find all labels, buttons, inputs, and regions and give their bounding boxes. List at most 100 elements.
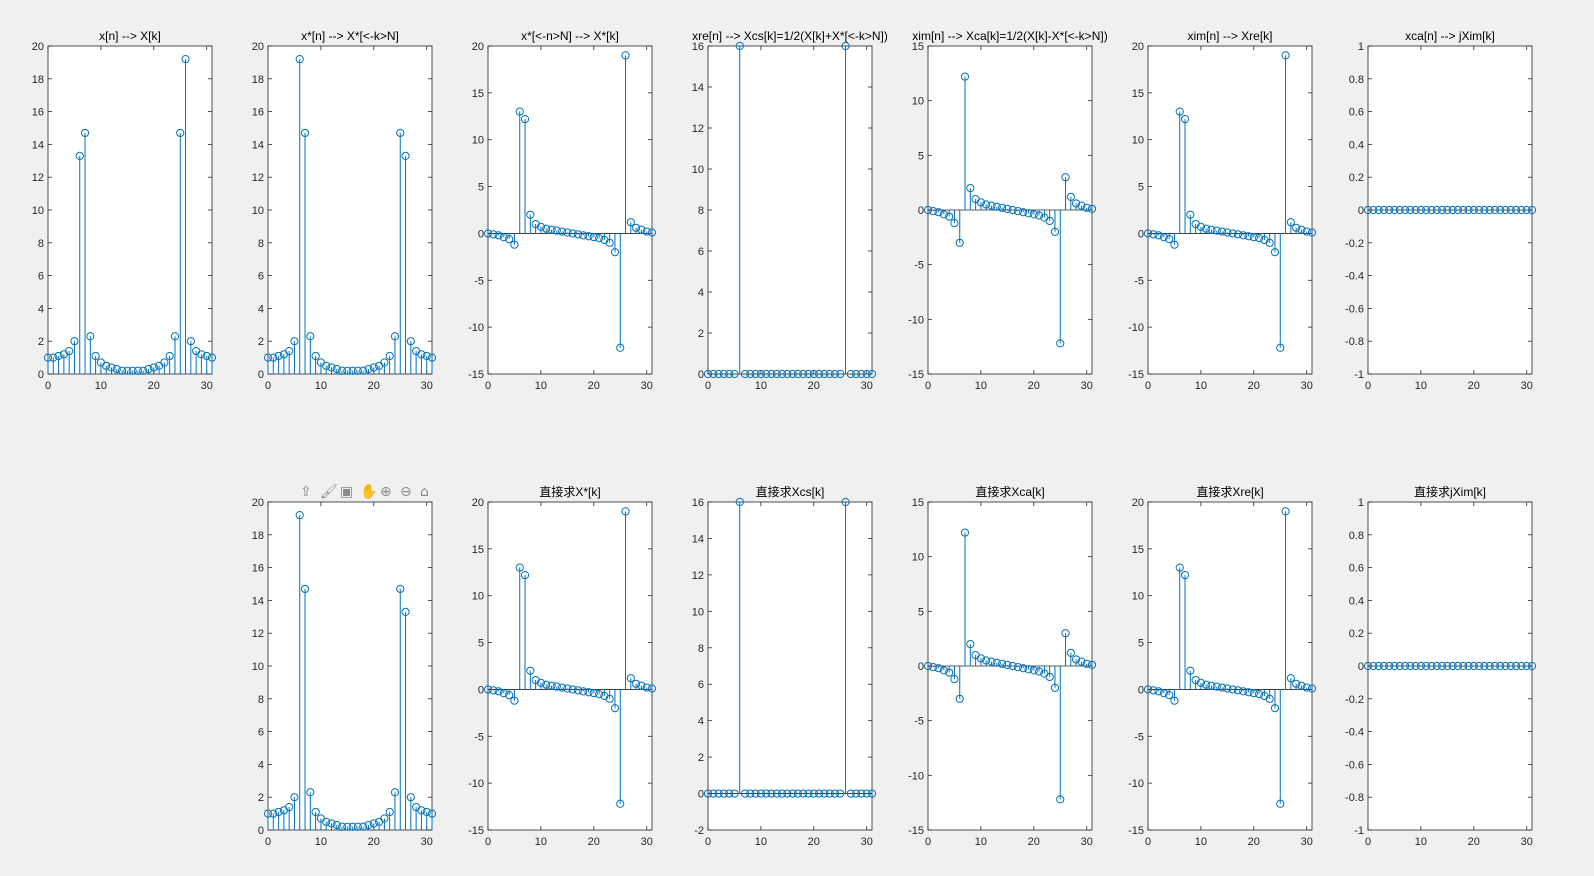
stem-marker bbox=[295, 55, 304, 64]
y-tick-label: 8 bbox=[258, 238, 264, 250]
stem-marker bbox=[396, 584, 405, 594]
x-tick-label: 20 bbox=[148, 380, 160, 392]
stem-marker bbox=[197, 350, 206, 359]
stem-marker bbox=[1485, 661, 1494, 671]
stem-marker bbox=[1512, 661, 1521, 671]
stem-marker bbox=[1512, 205, 1521, 215]
stem-marker bbox=[1427, 661, 1436, 671]
stem-marker bbox=[589, 233, 598, 242]
stem-marker bbox=[337, 822, 347, 831]
stem-marker bbox=[1302, 227, 1311, 236]
y-tick-label: 4 bbox=[258, 303, 264, 315]
stem-marker bbox=[170, 332, 180, 341]
x-tick-label: 20 bbox=[1468, 836, 1480, 848]
y-tick-label: -0.8 bbox=[1345, 336, 1364, 348]
export-icon[interactable]: ⇪ bbox=[300, 484, 312, 500]
stem-marker bbox=[1480, 661, 1489, 671]
stem-marker bbox=[987, 657, 996, 666]
stem-marker bbox=[1385, 205, 1394, 215]
stem-marker bbox=[494, 231, 503, 240]
stem-marker bbox=[1432, 661, 1441, 671]
y-tick-label: 10 bbox=[32, 205, 44, 217]
x-tick-label: 10 bbox=[975, 836, 987, 848]
stem-marker bbox=[719, 789, 728, 798]
y-tick-label: -0.8 bbox=[1345, 792, 1364, 804]
stem-marker bbox=[772, 789, 781, 798]
stem-marker bbox=[165, 351, 174, 361]
y-tick-label: 15 bbox=[912, 41, 924, 53]
x-tick-label: 30 bbox=[1521, 380, 1533, 392]
stem-marker bbox=[1369, 205, 1378, 215]
y-tick-label: -5 bbox=[1134, 275, 1144, 287]
stem-marker bbox=[809, 369, 818, 379]
home-icon[interactable]: ⌂ bbox=[420, 484, 429, 500]
stem-marker bbox=[1077, 201, 1086, 210]
stem-marker bbox=[939, 666, 948, 675]
stem-marker bbox=[274, 807, 283, 817]
y-tick-label: 0 bbox=[698, 369, 704, 381]
stem-marker bbox=[1239, 687, 1248, 696]
y-tick-label: 6 bbox=[698, 679, 704, 691]
stem-marker bbox=[269, 809, 278, 818]
stem-marker bbox=[788, 369, 797, 379]
stem-marker bbox=[483, 685, 493, 694]
stem-marker bbox=[751, 789, 760, 798]
x-tick-label: 30 bbox=[1081, 836, 1093, 848]
stem-marker bbox=[332, 364, 341, 374]
stem-marker bbox=[364, 820, 373, 830]
stem-marker bbox=[295, 511, 304, 520]
stem-marker bbox=[1050, 683, 1060, 692]
stem-marker bbox=[783, 789, 792, 798]
stem-marker bbox=[1050, 227, 1060, 236]
stem-marker bbox=[1228, 229, 1237, 238]
stem-marker bbox=[714, 369, 723, 379]
stem-marker bbox=[1265, 694, 1274, 703]
stem-marker bbox=[390, 788, 400, 797]
stem-marker bbox=[1233, 686, 1243, 695]
brush-icon[interactable]: 🖌 bbox=[320, 483, 338, 500]
stem-marker bbox=[176, 128, 185, 138]
y-tick-label: 15 bbox=[472, 88, 484, 100]
data-tip-icon[interactable]: ▣ bbox=[340, 484, 353, 500]
stem-marker bbox=[1411, 661, 1420, 671]
stem-marker bbox=[300, 128, 310, 138]
stem-marker bbox=[992, 658, 1001, 667]
stem-marker bbox=[207, 353, 217, 362]
y-tick-label: 2 bbox=[38, 336, 44, 348]
y-tick-label: 0.4 bbox=[1349, 139, 1364, 151]
stem-marker bbox=[862, 789, 871, 798]
x-tick-label: 0 bbox=[265, 836, 271, 848]
stem-marker bbox=[1490, 661, 1500, 671]
y-tick-label: 14 bbox=[252, 139, 264, 151]
y-tick-label: 16 bbox=[32, 107, 44, 119]
stem-marker bbox=[327, 819, 336, 828]
y-tick-label: 4 bbox=[698, 716, 704, 728]
y-tick-label: 8 bbox=[38, 238, 44, 250]
stem-marker bbox=[1003, 204, 1012, 214]
axes-box bbox=[1147, 501, 1313, 831]
x-tick-label: 0 bbox=[485, 836, 491, 848]
y-tick-label: 5 bbox=[1138, 638, 1144, 650]
stem-marker bbox=[133, 366, 143, 375]
pan-icon[interactable]: ✋ bbox=[360, 483, 377, 500]
stem-marker bbox=[1202, 680, 1211, 689]
x-tick-label: 30 bbox=[861, 836, 873, 848]
stem-marker bbox=[369, 363, 378, 372]
y-tick-label: 18 bbox=[32, 74, 44, 86]
stem-marker bbox=[814, 789, 824, 798]
y-tick-label: 15 bbox=[1132, 544, 1144, 556]
x-tick-label: 10 bbox=[315, 836, 327, 848]
y-tick-label: 1 bbox=[1358, 497, 1364, 509]
stem-marker bbox=[647, 684, 657, 693]
zoom-in-icon[interactable]: ⊕ bbox=[380, 484, 392, 500]
x-tick-label: 10 bbox=[975, 380, 987, 392]
x-tick-label: 20 bbox=[1028, 836, 1040, 848]
y-tick-label: -10 bbox=[468, 778, 484, 790]
stem-marker bbox=[1165, 234, 1174, 244]
zoom-out-icon[interactable]: ⊖ bbox=[400, 484, 412, 500]
stem-marker bbox=[934, 664, 943, 673]
stem-marker bbox=[1207, 681, 1216, 690]
chart-title: 直接求X*[k] bbox=[539, 484, 600, 499]
y-tick-label: 10 bbox=[472, 135, 484, 147]
stem-marker bbox=[1143, 229, 1153, 238]
